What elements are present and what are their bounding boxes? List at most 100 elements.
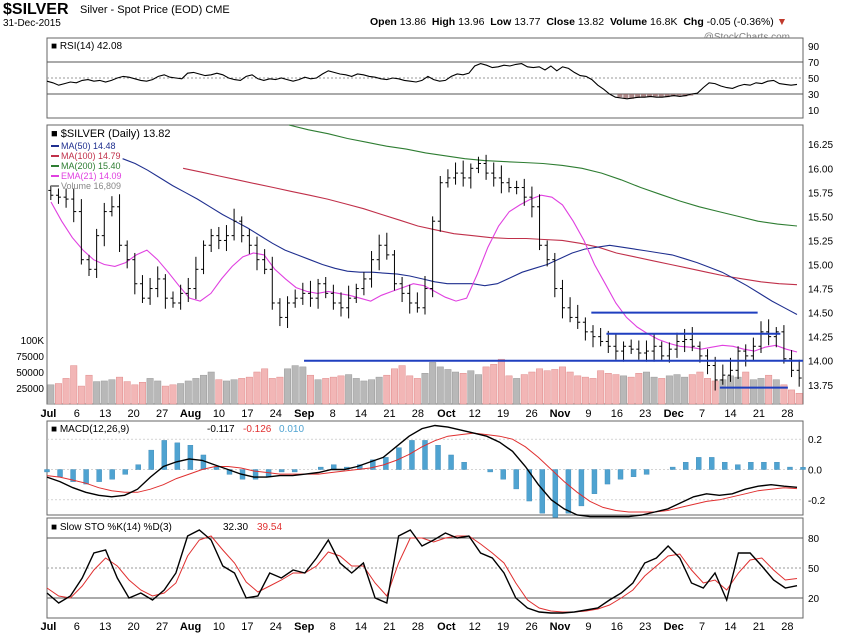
- volume-bar: [704, 378, 712, 405]
- volume-bar: [474, 374, 482, 405]
- date-axis-label: 14: [724, 408, 736, 420]
- rsi-tick-label: 50: [808, 74, 820, 85]
- macd-histogram-bar: [409, 440, 415, 470]
- macd-histogram-bar: [591, 469, 598, 494]
- price-panel: [46, 124, 804, 405]
- date-axis-label: 28: [412, 408, 424, 420]
- macd-histogram-bar: [774, 462, 780, 470]
- volume-bar: [245, 376, 253, 405]
- macd-histogram-bar: [748, 462, 754, 470]
- macd-histogram-bar: [122, 469, 128, 475]
- macd-histogram-bar: [370, 459, 376, 470]
- rsi-tick-label: 70: [808, 58, 820, 69]
- volume-bar: [345, 374, 353, 405]
- price-tick-label: 15.50: [808, 212, 833, 223]
- macd-histogram-bar: [643, 469, 650, 475]
- sto-date-axis-label: 28: [412, 621, 424, 633]
- volume-bar: [261, 368, 269, 405]
- date-axis-label: 12: [469, 408, 481, 420]
- sto-date-axis-label: 6: [74, 621, 80, 633]
- close-value: 13.82: [577, 16, 605, 28]
- macd-histogram-bar: [800, 467, 806, 470]
- sto-date-axis-label: 12: [469, 621, 481, 633]
- date-axis-label: Sep: [294, 408, 314, 420]
- volume-bar: [536, 368, 544, 405]
- macd-histogram-bar: [630, 469, 637, 477]
- sto-tick-label: 80: [808, 534, 820, 545]
- volume-bar: [116, 376, 124, 405]
- price-tick-label: 14.50: [808, 309, 833, 320]
- close-label: Close: [546, 16, 575, 28]
- volume-bar: [123, 381, 131, 405]
- volume-bar: [184, 380, 192, 405]
- volume-bar: [757, 378, 765, 405]
- macd-histogram-bar: [109, 469, 115, 480]
- price-tick-label: 13.75: [808, 381, 833, 392]
- sto-date-axis-label: 16: [611, 621, 623, 633]
- open-value: 13.86: [399, 16, 427, 28]
- volume-bar: [459, 373, 467, 405]
- ma100-line: [182, 167, 798, 286]
- volume-bar: [780, 384, 788, 405]
- date-axis-label: 17: [241, 408, 253, 420]
- rsi-oversold-fill: [688, 94, 694, 96]
- high-value: 13.96: [458, 16, 485, 28]
- volume-bar: [77, 385, 85, 405]
- volume-bar: [551, 369, 559, 405]
- rsi-oversold-fill: [646, 94, 652, 98]
- description-text: Silver - Spot Price (EOD): [80, 4, 203, 16]
- macd-histogram-bar: [96, 469, 102, 482]
- volume-bar: [436, 366, 444, 405]
- volume-bar: [62, 378, 70, 405]
- sto-label: ■ Slow STO %K(14) %D(3): [51, 522, 172, 533]
- sto-date-axis-label: Jul: [40, 621, 56, 633]
- legend-entry: MA(100) 14.79: [61, 151, 121, 161]
- volume-bar: [306, 374, 314, 405]
- sto-tick-label: 20: [808, 594, 820, 605]
- macd-tick-label: 0.0: [808, 466, 822, 477]
- macd-histogram-bar: [252, 469, 259, 480]
- date-axis-label: 27: [156, 408, 168, 420]
- volume-bar: [558, 366, 566, 405]
- price-title: ■ $SILVER (Daily) 13.82: [51, 128, 171, 140]
- sto-date-axis-label: Oct: [437, 621, 456, 633]
- macd-histogram-bar: [709, 457, 715, 470]
- sto-d-line: [46, 535, 798, 613]
- volume-bar: [612, 374, 620, 405]
- legend-entry: Volume 16,809: [61, 181, 121, 191]
- date-axis-label: 28: [781, 408, 793, 420]
- volume-bar: [146, 378, 154, 405]
- volume-bar: [200, 374, 208, 405]
- rsi-oversold-fill: [617, 94, 623, 98]
- volume-bar: [749, 379, 757, 405]
- volume-bar: [650, 376, 658, 405]
- volume-bar: [360, 380, 368, 405]
- rsi-tick-label: 30: [808, 90, 820, 101]
- volume-bar: [70, 365, 78, 405]
- volume-bar: [589, 378, 597, 405]
- date-axis-label: 6: [74, 408, 80, 420]
- volume-bar: [497, 358, 505, 405]
- sto-date-axis-label: 24: [270, 621, 282, 633]
- date-axis-label: 16: [611, 408, 623, 420]
- macd-histogram-bar: [174, 442, 181, 470]
- volume-bar: [421, 373, 429, 405]
- date-axis-label: Jul: [40, 408, 56, 420]
- histogram-value: 0.010: [279, 424, 304, 435]
- rsi-line: [46, 63, 798, 100]
- sto-date-axis-label: 28: [781, 621, 793, 633]
- volume-bar: [642, 371, 650, 405]
- volume-bar: [169, 384, 177, 405]
- date-axis-label: 7: [699, 408, 705, 420]
- chg-label: Chg: [683, 16, 704, 28]
- low-label: Low: [490, 16, 512, 28]
- volume-bar: [131, 384, 139, 405]
- sto-tick-label: 50: [808, 564, 820, 575]
- macd-line: [46, 424, 798, 518]
- sto-date-axis-label: 9: [585, 621, 591, 633]
- price-tick-label: 15.25: [808, 236, 833, 247]
- volume-bar: [635, 373, 643, 405]
- macd-histogram-bar: [213, 466, 220, 470]
- volume-bar: [329, 376, 337, 405]
- macd-signal-line: [46, 432, 798, 513]
